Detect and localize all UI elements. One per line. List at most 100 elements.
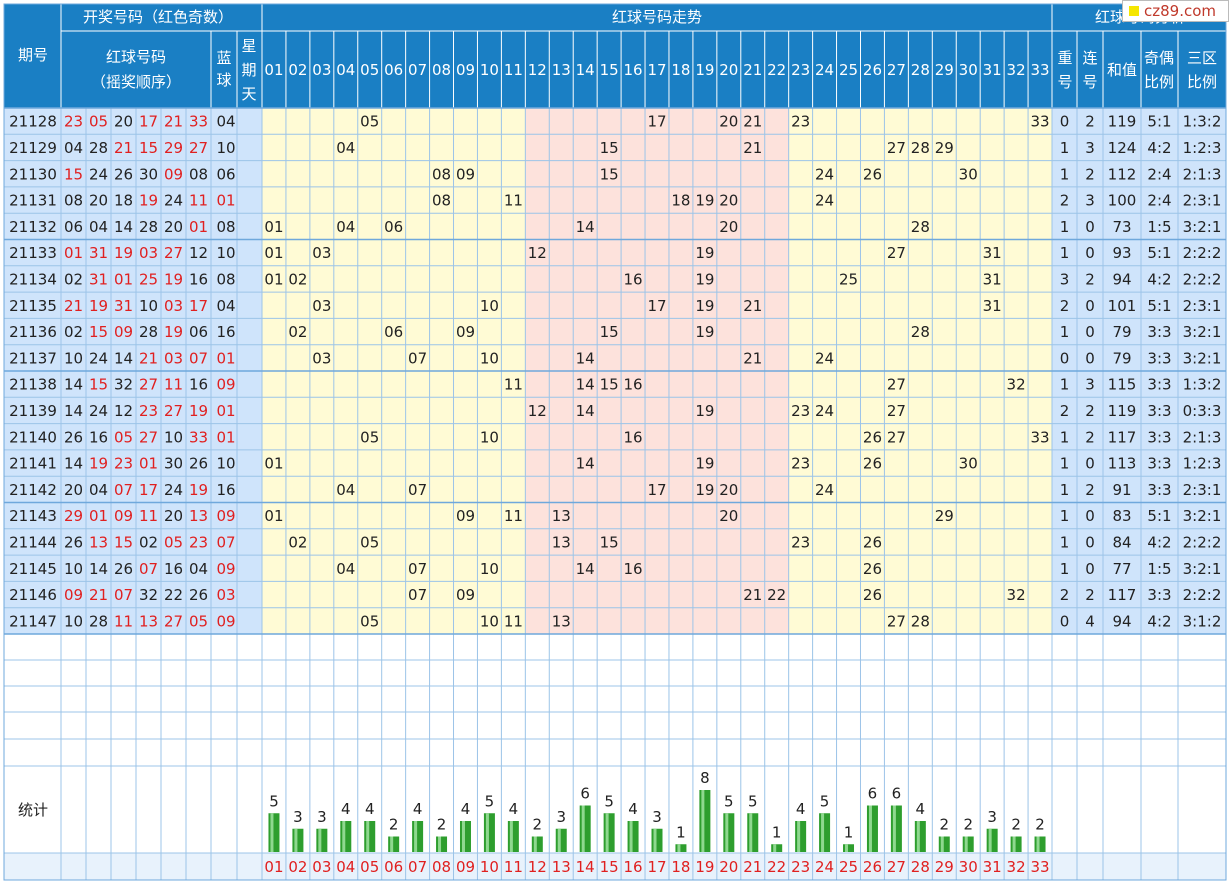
repeat-header-1: 重 <box>1057 49 1072 67</box>
stat-bar-value: 4 <box>341 800 351 818</box>
blue-ball-cell: 09 <box>216 507 235 525</box>
trend-hit-cell: 08 <box>432 165 451 183</box>
trend-hit-cell: 26 <box>863 428 882 446</box>
stat-bar-highlight <box>318 828 322 852</box>
trend-column-header: 02 <box>288 61 307 79</box>
red-ball-cell: 04 <box>89 218 108 236</box>
red-ball-cell: 17 <box>139 481 158 499</box>
red-ball-cell: 25 <box>139 270 158 288</box>
trend-hit-cell: 15 <box>600 376 619 394</box>
red-ball-cell: 23 <box>139 402 158 420</box>
stat-bar <box>507 821 519 852</box>
stat-bar <box>962 836 974 852</box>
stat-bar-highlight <box>557 828 561 852</box>
trend-hit-cell: 14 <box>576 349 595 367</box>
red-ball-cell: 09 <box>164 165 183 183</box>
three-zone-cell: 2:2:2 <box>1183 270 1222 288</box>
stat-bar <box>938 836 950 852</box>
blue-ball-cell: 04 <box>216 297 235 315</box>
period-cell: 21145 <box>9 560 57 578</box>
trend-column-header: 06 <box>384 61 403 79</box>
three-zone-cell: 3:2:1 <box>1183 507 1222 525</box>
repeat-cell: 0 <box>1060 113 1070 131</box>
trend-hit-cell: 19 <box>695 297 714 315</box>
red-ball-cell: 29 <box>164 139 183 157</box>
three-zone-cell: 3:2:1 <box>1183 349 1222 367</box>
trend-hit-cell: 09 <box>456 323 475 341</box>
footer-number: 30 <box>959 858 978 876</box>
red-ball-cell: 19 <box>114 244 133 262</box>
trend-hit-cell: 14 <box>576 218 595 236</box>
trend-hit-cell: 05 <box>360 113 379 131</box>
trend-hit-cell: 20 <box>719 192 738 210</box>
blue-header-1: 蓝 <box>216 49 231 67</box>
red-ball-cell: 01 <box>139 455 158 473</box>
site-watermark: cz89.com <box>1122 0 1229 22</box>
stat-bar-highlight <box>629 821 633 852</box>
trend-hit-cell: 26 <box>863 165 882 183</box>
trend-hit-cell: 13 <box>552 533 571 551</box>
trend-hit-cell: 09 <box>456 165 475 183</box>
red-ball-cell: 24 <box>164 192 183 210</box>
odd-even-cell: 3:3 <box>1147 349 1171 367</box>
trend-hit-cell: 08 <box>432 192 451 210</box>
trend-hit-cell: 01 <box>264 455 283 473</box>
trend-hit-cell: 28 <box>911 139 930 157</box>
stat-bar <box>292 828 304 852</box>
trend-hit-cell: 30 <box>959 455 978 473</box>
red-ball-cell: 07 <box>114 586 133 604</box>
trend-hit-cell: 14 <box>576 402 595 420</box>
blue-ball-cell: 03 <box>216 586 235 604</box>
red-ball-cell: 26 <box>64 428 83 446</box>
trend-column-header: 19 <box>695 61 714 79</box>
red-ball-cell: 10 <box>139 297 158 315</box>
footer-number: 11 <box>504 858 523 876</box>
three-zone-cell: 1:2:3 <box>1183 455 1222 473</box>
odd-even-cell: 5:1 <box>1147 297 1171 315</box>
period-cell: 21133 <box>9 244 57 262</box>
red-ball-cell: 27 <box>164 402 183 420</box>
red-ball-cell: 14 <box>114 349 133 367</box>
red-ball-cell: 17 <box>189 297 208 315</box>
stat-bar-value: 5 <box>820 792 830 810</box>
period-cell: 21137 <box>9 349 57 367</box>
red-ball-cell: 23 <box>64 113 83 131</box>
odd-even-cell: 3:3 <box>1147 428 1171 446</box>
blue-ball-cell: 08 <box>216 270 235 288</box>
repeat-cell: 1 <box>1060 481 1070 499</box>
stat-bar <box>699 790 711 852</box>
stat-bar <box>531 836 543 852</box>
period-header: 期号 <box>18 46 48 64</box>
consecutive-cell: 0 <box>1085 507 1095 525</box>
red-ball-cell: 20 <box>89 192 108 210</box>
red-ball-cell: 19 <box>139 192 158 210</box>
blue-ball-cell: 06 <box>216 165 235 183</box>
trend-column-header: 25 <box>839 61 858 79</box>
odd-even-cell: 3:3 <box>1147 586 1171 604</box>
trend-hit-cell: 27 <box>887 139 906 157</box>
three-zone-cell: 3:2:1 <box>1183 560 1222 578</box>
stat-bar-value: 4 <box>628 800 638 818</box>
period-cell: 21128 <box>9 113 57 131</box>
stat-bar-value: 1 <box>772 823 782 841</box>
trend-hit-cell: 24 <box>815 192 834 210</box>
trend-hit-cell: 06 <box>384 218 403 236</box>
trend-hit-cell: 05 <box>360 612 379 630</box>
red-ball-cell: 27 <box>139 428 158 446</box>
footer-number: 09 <box>456 858 475 876</box>
stat-bar-highlight <box>868 805 872 852</box>
red-ball-cell: 20 <box>64 481 83 499</box>
sum-cell: 112 <box>1108 165 1137 183</box>
weekday-header-2: 期 <box>241 61 256 79</box>
red-ball-cell: 03 <box>139 244 158 262</box>
trend-hit-cell: 27 <box>887 376 906 394</box>
stat-bar-value: 2 <box>437 816 447 834</box>
stat-bar-highlight <box>845 844 849 852</box>
trend-column-header: 04 <box>336 61 355 79</box>
period-cell: 21144 <box>9 533 57 551</box>
red-ball-cell: 33 <box>189 113 208 131</box>
red-ball-cell: 01 <box>89 507 108 525</box>
footer-number: 29 <box>935 858 954 876</box>
red-ball-cell: 10 <box>64 612 83 630</box>
trend-hit-cell: 07 <box>408 349 427 367</box>
